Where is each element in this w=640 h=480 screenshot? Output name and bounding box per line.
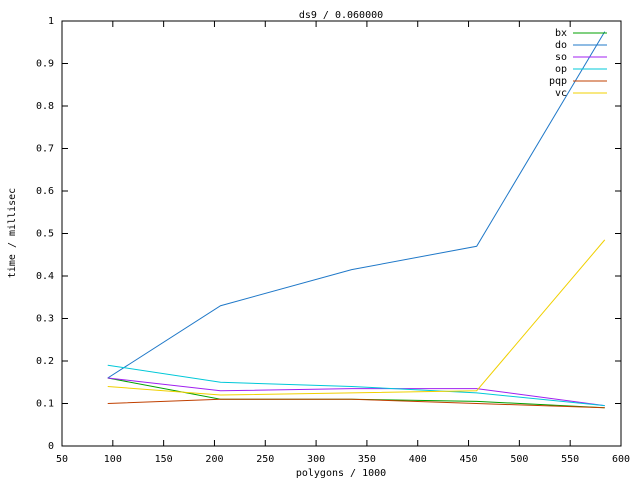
- legend-label: bx: [555, 28, 567, 39]
- x-tick-label: 300: [307, 454, 325, 465]
- series-line: [107, 398, 605, 409]
- x-tick-label: 350: [358, 454, 376, 465]
- x-axis-label: polygons / 1000: [296, 468, 386, 479]
- chart-title: ds9 / 0.060000: [299, 10, 383, 21]
- series-line: [107, 31, 606, 379]
- x-tick-label: 200: [205, 454, 223, 465]
- legend-label: pqp: [549, 76, 567, 87]
- x-tick-label: 600: [612, 454, 630, 465]
- x-tick-label: 150: [155, 454, 173, 465]
- y-tick-label: 0.2: [36, 356, 54, 367]
- y-tick-label: 0.7: [36, 144, 54, 155]
- y-tick-label: 0: [48, 441, 54, 452]
- series-line: [107, 239, 606, 396]
- x-tick-label: 550: [561, 454, 579, 465]
- series-line: [107, 377, 605, 407]
- x-tick-label: 500: [510, 454, 528, 465]
- x-tick-label: 400: [409, 454, 427, 465]
- y-tick-label: 0.4: [36, 271, 54, 282]
- y-tick-label: 0.9: [36, 59, 54, 70]
- y-tick-label: 0.6: [36, 186, 54, 197]
- x-tick-label: 250: [256, 454, 274, 465]
- y-tick-label: 0.8: [36, 101, 54, 112]
- y-tick-label: 0.1: [36, 399, 54, 410]
- x-tick-label: 450: [460, 454, 478, 465]
- legend-label: op: [555, 64, 567, 75]
- legend-label: vc: [555, 88, 567, 99]
- y-tick-label: 1: [48, 16, 54, 27]
- x-tick-label: 100: [104, 454, 122, 465]
- series-line: [107, 364, 605, 407]
- y-axis-label: time / millisec: [7, 188, 18, 278]
- legend-label: so: [555, 52, 567, 63]
- legend-label: do: [555, 40, 567, 51]
- y-tick-label: 0.3: [36, 314, 54, 325]
- y-tick-label: 0.5: [36, 229, 54, 240]
- x-tick-label: 50: [56, 454, 68, 465]
